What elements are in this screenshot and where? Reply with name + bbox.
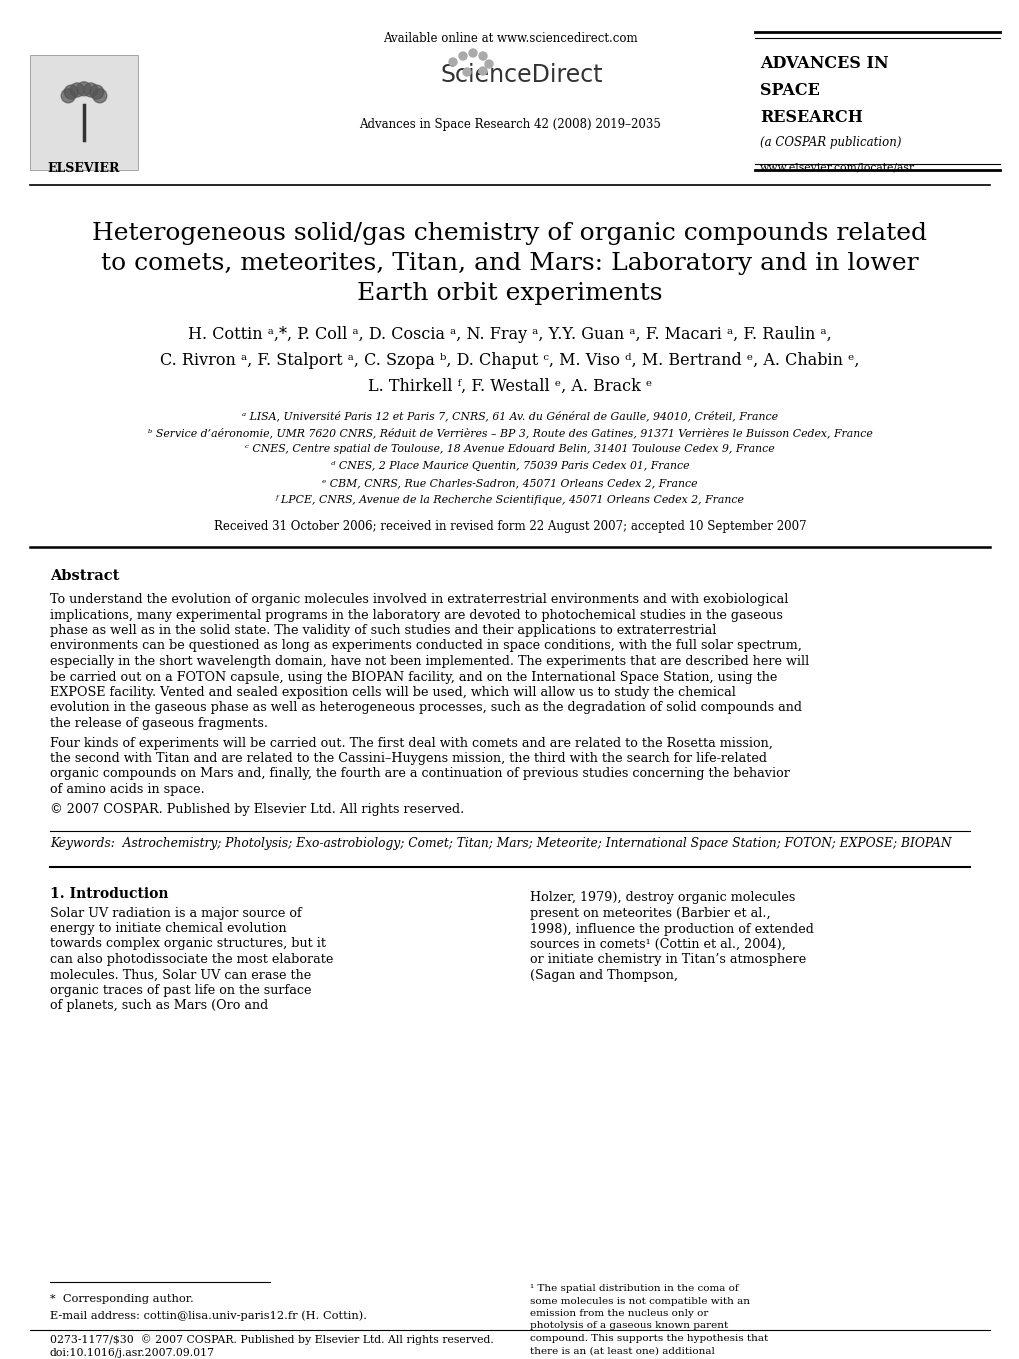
Text: *  Corresponding author.: * Corresponding author.	[50, 1294, 194, 1305]
Text: 1998), influence the production of extended: 1998), influence the production of exten…	[530, 923, 813, 935]
Text: ScienceDirect: ScienceDirect	[440, 63, 602, 87]
Text: Earth orbit experiments: Earth orbit experiments	[357, 283, 662, 304]
Text: or initiate chemistry in Titan’s atmosphere: or initiate chemistry in Titan’s atmosph…	[530, 954, 805, 966]
Text: especially in the short wavelength domain, have not been implemented. The experi: especially in the short wavelength domai…	[50, 655, 808, 669]
Text: some molecules is not compatible with an: some molecules is not compatible with an	[530, 1296, 749, 1306]
Text: can also photodissociate the most elaborate: can also photodissociate the most elabor…	[50, 953, 333, 966]
Text: 1. Introduction: 1. Introduction	[50, 886, 168, 901]
Text: of amino acids in space.: of amino acids in space.	[50, 783, 205, 796]
Text: To understand the evolution of organic molecules involved in extraterrestrial en: To understand the evolution of organic m…	[50, 593, 788, 606]
Text: SPACE: SPACE	[759, 82, 819, 99]
Circle shape	[76, 82, 91, 95]
Text: there is an (at least one) additional: there is an (at least one) additional	[530, 1347, 714, 1355]
Text: molecules. Thus, Solar UV can erase the: molecules. Thus, Solar UV can erase the	[50, 969, 311, 981]
Text: E-mail address: cottin@lisa.univ-paris12.fr (H. Cottin).: E-mail address: cottin@lisa.univ-paris12…	[50, 1310, 367, 1321]
Text: the release of gaseous fragments.: the release of gaseous fragments.	[50, 718, 268, 730]
Circle shape	[459, 52, 467, 60]
Circle shape	[479, 52, 486, 60]
Text: towards complex organic structures, but it: towards complex organic structures, but …	[50, 938, 326, 950]
Text: ᶜ CNES, Centre spatial de Toulouse, 18 Avenue Edouard Belin, 31401 Toulouse Cede: ᶜ CNES, Centre spatial de Toulouse, 18 A…	[245, 444, 774, 454]
Text: Available online at www.sciencedirect.com: Available online at www.sciencedirect.co…	[382, 33, 637, 45]
Text: be carried out on a FOTON capsule, using the BIOPAN facility, and on the Interna: be carried out on a FOTON capsule, using…	[50, 670, 776, 684]
Circle shape	[64, 86, 78, 99]
Text: (a COSPAR publication): (a COSPAR publication)	[759, 136, 901, 149]
Circle shape	[479, 67, 486, 75]
Text: organic compounds on Mars and, finally, the fourth are a continuation of previou: organic compounds on Mars and, finally, …	[50, 768, 789, 780]
Circle shape	[90, 86, 104, 99]
Text: RESEARCH: RESEARCH	[759, 109, 862, 126]
Circle shape	[469, 49, 477, 57]
Text: Received 31 October 2006; received in revised form 22 August 2007; accepted 10 S: Received 31 October 2006; received in re…	[213, 520, 806, 533]
Text: EXPOSE facility. Vented and sealed exposition cells will be used, which will all: EXPOSE facility. Vented and sealed expos…	[50, 686, 735, 699]
Text: (Sagan and Thompson,: (Sagan and Thompson,	[530, 969, 678, 983]
Text: implications, many experimental programs in the laboratory are devoted to photoc: implications, many experimental programs…	[50, 609, 783, 621]
Text: Holzer, 1979), destroy organic molecules: Holzer, 1979), destroy organic molecules	[530, 892, 795, 905]
Circle shape	[70, 83, 84, 96]
Text: Keywords:  Astrochemistry; Photolysis; Exo-astrobiology; Comet; Titan; Mars; Met: Keywords: Astrochemistry; Photolysis; Ex…	[50, 837, 951, 851]
Text: present on meteorites (Barbier et al.,: present on meteorites (Barbier et al.,	[530, 906, 770, 920]
Text: of planets, such as Mars (Oro and: of planets, such as Mars (Oro and	[50, 999, 268, 1012]
Text: compound. This supports the hypothesis that: compound. This supports the hypothesis t…	[530, 1335, 767, 1343]
Text: H. Cottin ᵃ,*, P. Coll ᵃ, D. Coscia ᵃ, N. Fray ᵃ, Y.Y. Guan ᵃ, F. Macari ᵃ, F. R: H. Cottin ᵃ,*, P. Coll ᵃ, D. Coscia ᵃ, N…	[187, 326, 832, 342]
Circle shape	[448, 58, 457, 67]
FancyBboxPatch shape	[30, 54, 138, 170]
Text: sources in comets¹ (Cottin et al., 2004),: sources in comets¹ (Cottin et al., 2004)…	[530, 938, 785, 951]
Text: Advances in Space Research 42 (2008) 2019–2035: Advances in Space Research 42 (2008) 201…	[359, 118, 660, 130]
Text: ADVANCES IN: ADVANCES IN	[759, 54, 888, 72]
Text: ELSEVIER: ELSEVIER	[48, 162, 120, 175]
Text: doi:10.1016/j.asr.2007.09.017: doi:10.1016/j.asr.2007.09.017	[50, 1348, 215, 1358]
Text: ¹ The spatial distribution in the coma of: ¹ The spatial distribution in the coma o…	[530, 1284, 738, 1292]
Text: Solar UV radiation is a major source of: Solar UV radiation is a major source of	[50, 906, 302, 920]
Text: ᵃ LISA, Université Paris 12 et Paris 7, CNRS, 61 Av. du Général de Gaulle, 94010: ᵃ LISA, Université Paris 12 et Paris 7, …	[242, 410, 777, 421]
Text: C. Rivron ᵃ, F. Stalport ᵃ, C. Szopa ᵇ, D. Chaput ᶜ, M. Viso ᵈ, M. Bertrand ᵉ, A: C. Rivron ᵃ, F. Stalport ᵃ, C. Szopa ᵇ, …	[160, 352, 859, 370]
Text: organic traces of past life on the surface: organic traces of past life on the surfa…	[50, 984, 311, 998]
Text: ᶠ LPCE, CNRS, Avenue de la Recherche Scientifique, 45071 Orleans Cedex 2, France: ᶠ LPCE, CNRS, Avenue de la Recherche Sci…	[275, 495, 744, 506]
Text: to comets, meteorites, Titan, and Mars: Laboratory and in lower: to comets, meteorites, Titan, and Mars: …	[101, 251, 918, 275]
Text: ᵈ CNES, 2 Place Maurice Quentin, 75039 Paris Cedex 01, France: ᵈ CNES, 2 Place Maurice Quentin, 75039 P…	[330, 461, 689, 472]
Text: emission from the nucleus only or: emission from the nucleus only or	[530, 1309, 707, 1318]
Text: Heterogeneous solid/gas chemistry of organic compounds related: Heterogeneous solid/gas chemistry of org…	[93, 222, 926, 245]
Text: 0273-1177/$30  © 2007 COSPAR. Published by Elsevier Ltd. All rights reserved.: 0273-1177/$30 © 2007 COSPAR. Published b…	[50, 1335, 493, 1345]
Text: www.elsevier.com/locate/asr: www.elsevier.com/locate/asr	[759, 162, 914, 173]
Text: environments can be questioned as long as experiments conducted in space conditi: environments can be questioned as long a…	[50, 640, 801, 652]
Circle shape	[463, 68, 471, 76]
Text: the second with Titan and are related to the Cassini–Huygens mission, the third : the second with Titan and are related to…	[50, 752, 766, 765]
Text: energy to initiate chemical evolution: energy to initiate chemical evolution	[50, 921, 286, 935]
Circle shape	[84, 83, 98, 96]
Text: ᵉ CBM, CNRS, Rue Charles-Sadron, 45071 Orleans Cedex 2, France: ᵉ CBM, CNRS, Rue Charles-Sadron, 45071 O…	[322, 478, 697, 488]
Text: L. Thirkell ᶠ, F. Westall ᵉ, A. Brack ᵉ: L. Thirkell ᶠ, F. Westall ᵉ, A. Brack ᵉ	[368, 378, 651, 395]
Text: © 2007 COSPAR. Published by Elsevier Ltd. All rights reserved.: © 2007 COSPAR. Published by Elsevier Ltd…	[50, 803, 464, 815]
Text: phase as well as in the solid state. The validity of such studies and their appl: phase as well as in the solid state. The…	[50, 624, 715, 637]
Circle shape	[61, 88, 75, 103]
Text: evolution in the gaseous phase as well as heterogeneous processes, such as the d: evolution in the gaseous phase as well a…	[50, 701, 801, 715]
Text: ᵇ Service d’aéronomie, UMR 7620 CNRS, Réduit de Verrières – BP 3, Route des Gati: ᵇ Service d’aéronomie, UMR 7620 CNRS, Ré…	[148, 427, 871, 438]
Text: Abstract: Abstract	[50, 569, 119, 583]
Circle shape	[93, 88, 107, 103]
Text: Four kinds of experiments will be carried out. The first deal with comets and ar: Four kinds of experiments will be carrie…	[50, 737, 772, 750]
Text: photolysis of a gaseous known parent: photolysis of a gaseous known parent	[530, 1321, 728, 1330]
Circle shape	[484, 60, 492, 68]
